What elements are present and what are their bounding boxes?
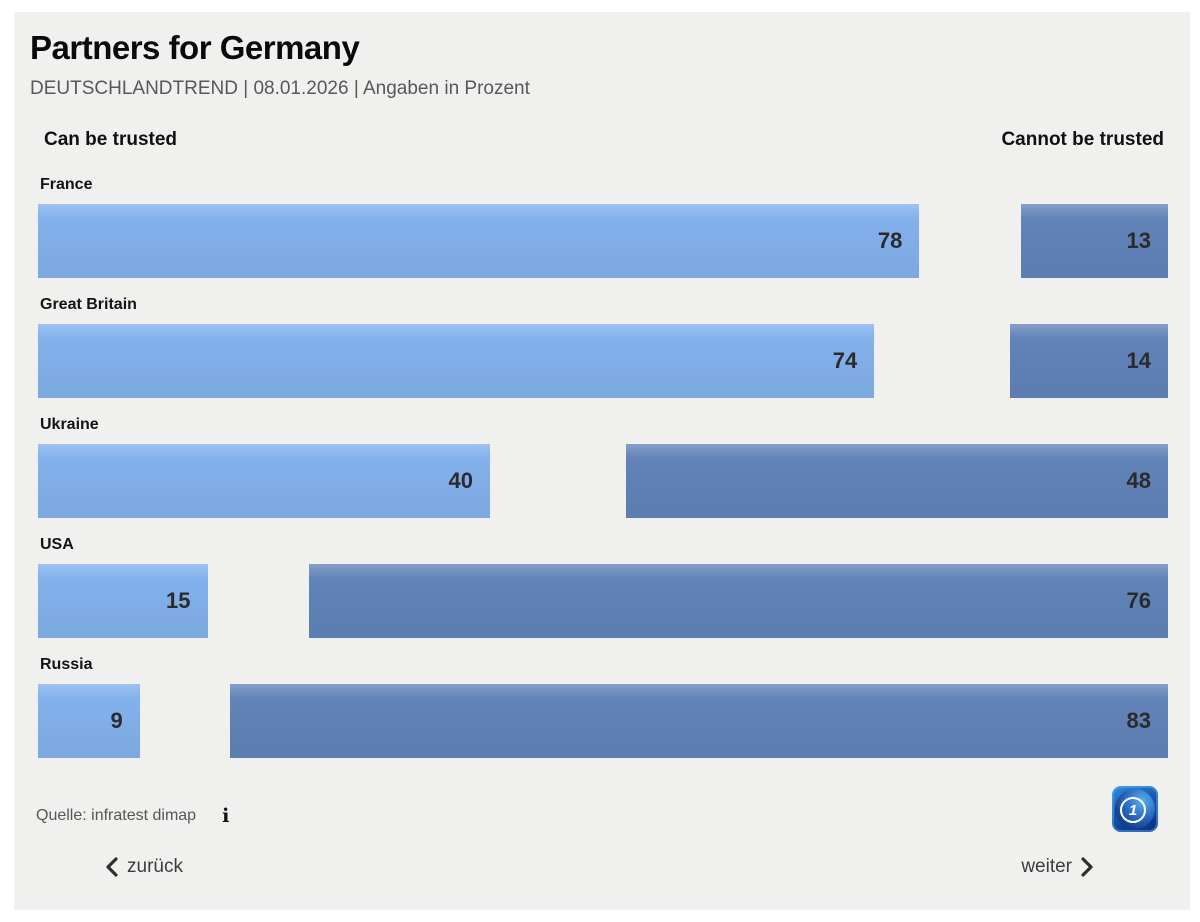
ard-one-label: 1 (1128, 801, 1138, 819)
distrust-bar: 48 (625, 444, 1168, 518)
trust-bar: 40 (38, 444, 490, 518)
trust-bar: 74 (38, 324, 875, 398)
trust-bar: 78 (38, 204, 920, 278)
bar-value: 74 (832, 348, 858, 373)
country-label: Russia (40, 656, 93, 673)
bar-value: 40 (448, 468, 473, 493)
trust-bar: 9 (38, 684, 140, 758)
bar-track: 9 83 (38, 684, 1168, 758)
country-label: USA (40, 536, 74, 553)
chart-row: France 78 13 (38, 174, 1168, 278)
bar-value: 15 (166, 588, 191, 613)
distrust-bar: 13 (1021, 204, 1168, 278)
bar-value: 76 (1126, 588, 1151, 613)
country-label: Ukraine (40, 416, 99, 433)
bar-track: 74 14 (38, 324, 1168, 398)
next-button[interactable]: weiter (1021, 856, 1094, 878)
column-header-not-trusted: Cannot be trusted (1001, 129, 1164, 150)
distrust-bar: 14 (1009, 324, 1168, 398)
chevron-left-icon (106, 857, 118, 877)
column-headers: Can be trusted Cannot be trusted (44, 128, 1164, 152)
ard-one-ring: 1 (1120, 797, 1146, 823)
bar-track: 78 13 (38, 204, 1168, 278)
pagination-nav: zurück weiter (30, 856, 1176, 878)
bar-value: 83 (1126, 708, 1151, 733)
source-label: Quelle: infratest dimap (36, 807, 197, 824)
ard-logo: 1 (1112, 786, 1158, 832)
bar-value: 9 (110, 708, 123, 733)
info-icon[interactable]: i (222, 805, 230, 827)
country-label: France (40, 176, 93, 193)
page-title: Partners for Germany (30, 29, 360, 66)
bar-track: 15 76 (38, 564, 1168, 638)
bar-value: 14 (1126, 348, 1151, 373)
bar-value: 13 (1126, 228, 1151, 253)
bar-chart: France 78 13 Great Britain 74 14 Ukraine 40 48 US… (38, 174, 1168, 758)
country-label: Great Britain (40, 296, 137, 313)
back-button[interactable]: zurück (105, 856, 183, 878)
bar-value: 48 (1126, 468, 1151, 493)
bar-value: 78 (877, 228, 903, 253)
distrust-bar: 76 (309, 564, 1168, 638)
next-button-label: weiter (1021, 856, 1072, 877)
bar-track: 40 48 (38, 444, 1168, 518)
trust-bar: 15 (38, 564, 208, 638)
distrust-bar: 83 (230, 684, 1168, 758)
source-row: Quelle: infratest dimap i 1 (36, 786, 1168, 840)
back-button-label: zurück (127, 856, 183, 877)
chevron-right-icon (1081, 857, 1093, 877)
chart-row: Great Britain 74 14 (38, 294, 1168, 398)
chart-row: Ukraine 40 48 (38, 414, 1168, 518)
deutschlandtrend-card: Partners for Germany DEUTSCHLANDTREND | … (14, 12, 1190, 910)
subtitle: DEUTSCHLANDTREND | 08.01.2026 | Angaben … (30, 78, 530, 99)
column-header-trusted: Can be trusted (44, 129, 178, 150)
chart-row: USA 15 76 (38, 534, 1168, 638)
chart-row: Russia 9 83 (38, 654, 1168, 758)
